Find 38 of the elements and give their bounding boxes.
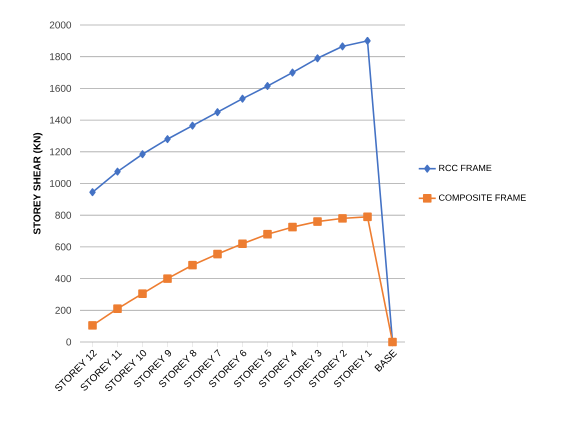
y-tick-label: 800 (55, 212, 72, 219)
legend-label: COMPOSITE FRAME (438, 194, 526, 201)
y-tick-label: 0 (66, 338, 72, 346)
point (113, 304, 122, 314)
y-axis-title: STOREY SHEAR (KN) (33, 132, 42, 234)
y-tick-label: 400 (55, 275, 72, 282)
y-tick-label: 600 (55, 243, 72, 250)
point (239, 94, 246, 103)
point (114, 168, 121, 176)
point (363, 212, 372, 222)
point (339, 42, 346, 50)
point (338, 214, 347, 223)
y-tick-label: 1000 (50, 180, 72, 188)
y-tick-label: 200 (55, 306, 72, 314)
point (314, 54, 321, 62)
point (238, 239, 247, 248)
point (188, 260, 197, 270)
point (313, 217, 322, 226)
y-tick-label: 2000 (50, 21, 72, 29)
y-tick-label: 1600 (50, 84, 72, 92)
point (88, 321, 97, 330)
point (139, 150, 146, 158)
point (189, 122, 196, 130)
legend-label: RCC FRAME (439, 164, 492, 172)
point (364, 36, 371, 45)
point (164, 135, 171, 144)
y-tick-label: 1800 (50, 53, 72, 60)
y-tick-label: 1400 (50, 116, 72, 124)
point (289, 68, 296, 77)
point (89, 188, 96, 196)
point (163, 274, 172, 283)
point (263, 230, 272, 239)
y-tick-label: 1200 (50, 148, 72, 156)
point (288, 222, 297, 232)
point (213, 250, 222, 258)
point (264, 82, 271, 90)
point (214, 108, 221, 116)
point (138, 289, 147, 298)
